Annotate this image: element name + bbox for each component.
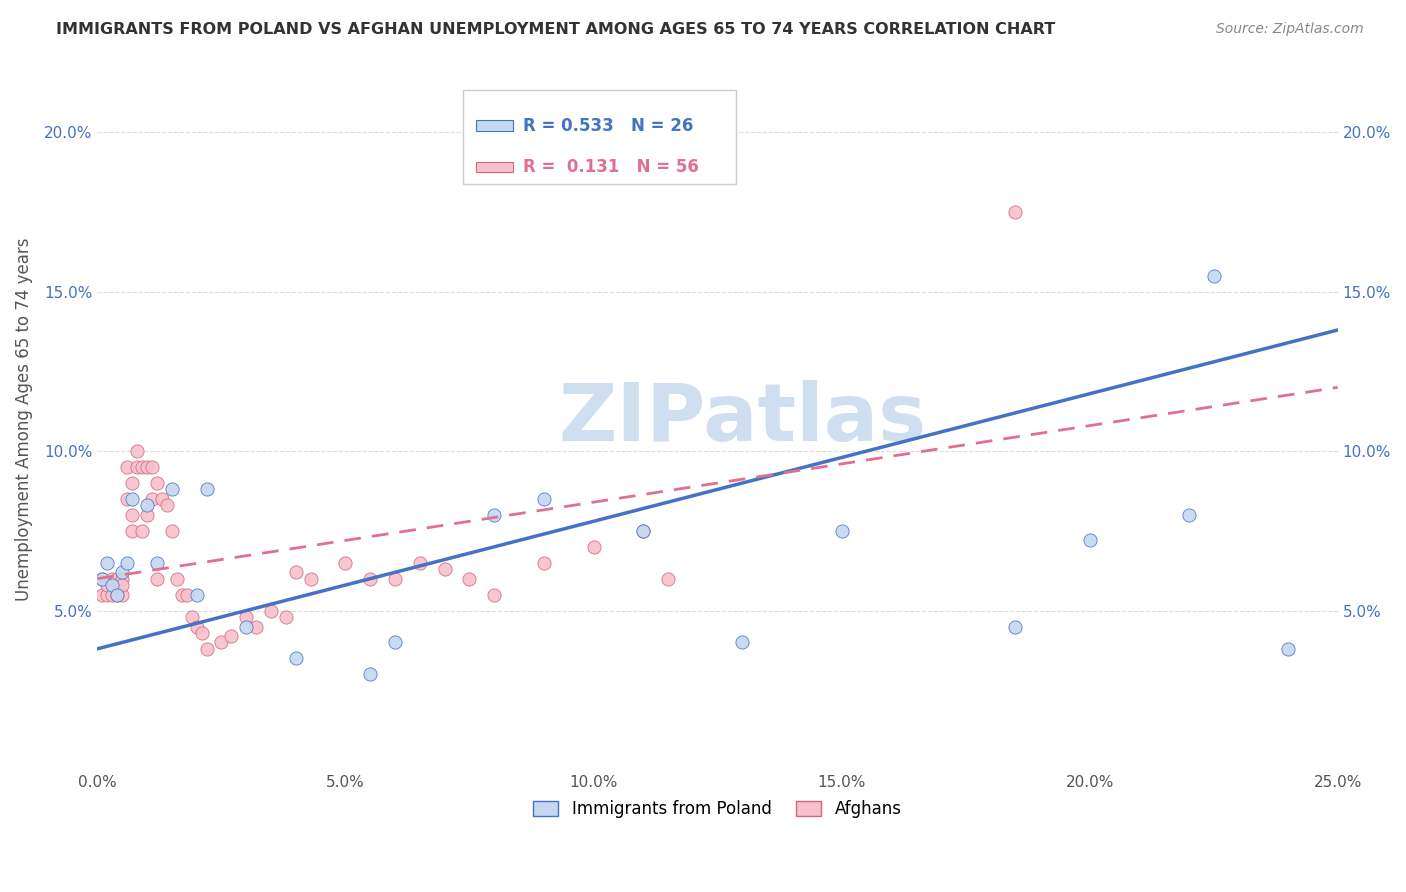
- Point: [335, 556, 357, 570]
- Point: [209, 635, 232, 649]
- Text: ZIPatlas: ZIPatlas: [558, 380, 927, 458]
- Point: [1078, 533, 1101, 548]
- Text: Source: ZipAtlas.com: Source: ZipAtlas.com: [1216, 22, 1364, 37]
- FancyBboxPatch shape: [475, 162, 513, 172]
- Point: [105, 572, 128, 586]
- Point: [91, 588, 114, 602]
- FancyBboxPatch shape: [475, 120, 513, 131]
- Point: [115, 460, 138, 475]
- Point: [121, 491, 143, 506]
- Point: [105, 588, 128, 602]
- Point: [125, 460, 148, 475]
- Point: [359, 572, 381, 586]
- Point: [235, 610, 257, 624]
- Point: [631, 524, 654, 538]
- Point: [221, 629, 243, 643]
- Text: IMMIGRANTS FROM POLAND VS AFGHAN UNEMPLOYMENT AMONG AGES 65 TO 74 YEARS CORRELAT: IMMIGRANTS FROM POLAND VS AFGHAN UNEMPLO…: [56, 22, 1056, 37]
- Point: [91, 572, 114, 586]
- Point: [150, 491, 173, 506]
- Point: [1202, 268, 1225, 283]
- Point: [731, 635, 754, 649]
- Text: R = 0.533   N = 26: R = 0.533 N = 26: [523, 117, 693, 135]
- Point: [101, 578, 124, 592]
- Point: [121, 508, 143, 522]
- Point: [384, 572, 406, 586]
- Point: [533, 491, 555, 506]
- Point: [105, 588, 128, 602]
- Point: [101, 572, 124, 586]
- Point: [111, 588, 134, 602]
- Point: [657, 572, 679, 586]
- Text: R =  0.131   N = 56: R = 0.131 N = 56: [523, 158, 699, 177]
- Point: [156, 499, 179, 513]
- Point: [1277, 641, 1299, 656]
- Point: [533, 556, 555, 570]
- Point: [458, 572, 481, 586]
- Point: [274, 610, 297, 624]
- Point: [121, 524, 143, 538]
- Point: [166, 572, 188, 586]
- Point: [195, 483, 218, 497]
- Point: [111, 566, 134, 580]
- Point: [235, 619, 257, 633]
- Point: [96, 556, 118, 570]
- Point: [96, 578, 118, 592]
- Point: [170, 588, 193, 602]
- Point: [160, 483, 183, 497]
- Point: [141, 491, 163, 506]
- Point: [101, 588, 124, 602]
- Point: [186, 588, 208, 602]
- Point: [631, 524, 654, 538]
- Point: [260, 603, 283, 617]
- Point: [284, 566, 307, 580]
- Point: [299, 572, 322, 586]
- Point: [484, 588, 506, 602]
- Point: [91, 572, 114, 586]
- Point: [1178, 508, 1201, 522]
- Point: [582, 540, 605, 554]
- Point: [136, 460, 159, 475]
- Point: [195, 641, 218, 656]
- Legend: Immigrants from Poland, Afghans: Immigrants from Poland, Afghans: [527, 794, 908, 825]
- Point: [115, 491, 138, 506]
- Point: [121, 476, 143, 491]
- Point: [1004, 619, 1026, 633]
- Point: [111, 578, 134, 592]
- Point: [284, 651, 307, 665]
- Point: [141, 460, 163, 475]
- Point: [131, 460, 153, 475]
- Point: [180, 610, 202, 624]
- Point: [160, 524, 183, 538]
- Y-axis label: Unemployment Among Ages 65 to 74 years: Unemployment Among Ages 65 to 74 years: [15, 237, 32, 601]
- Point: [131, 524, 153, 538]
- Point: [409, 556, 432, 570]
- Point: [176, 588, 198, 602]
- Point: [433, 562, 456, 576]
- Point: [125, 444, 148, 458]
- Point: [146, 476, 169, 491]
- Point: [484, 508, 506, 522]
- Point: [115, 556, 138, 570]
- Point: [136, 499, 159, 513]
- Point: [111, 572, 134, 586]
- Point: [384, 635, 406, 649]
- Point: [1004, 205, 1026, 219]
- Point: [831, 524, 853, 538]
- Point: [190, 626, 212, 640]
- Point: [245, 619, 267, 633]
- Point: [146, 556, 169, 570]
- Point: [186, 619, 208, 633]
- Point: [359, 667, 381, 681]
- Point: [96, 588, 118, 602]
- Point: [136, 508, 159, 522]
- Point: [146, 572, 169, 586]
- FancyBboxPatch shape: [463, 89, 737, 185]
